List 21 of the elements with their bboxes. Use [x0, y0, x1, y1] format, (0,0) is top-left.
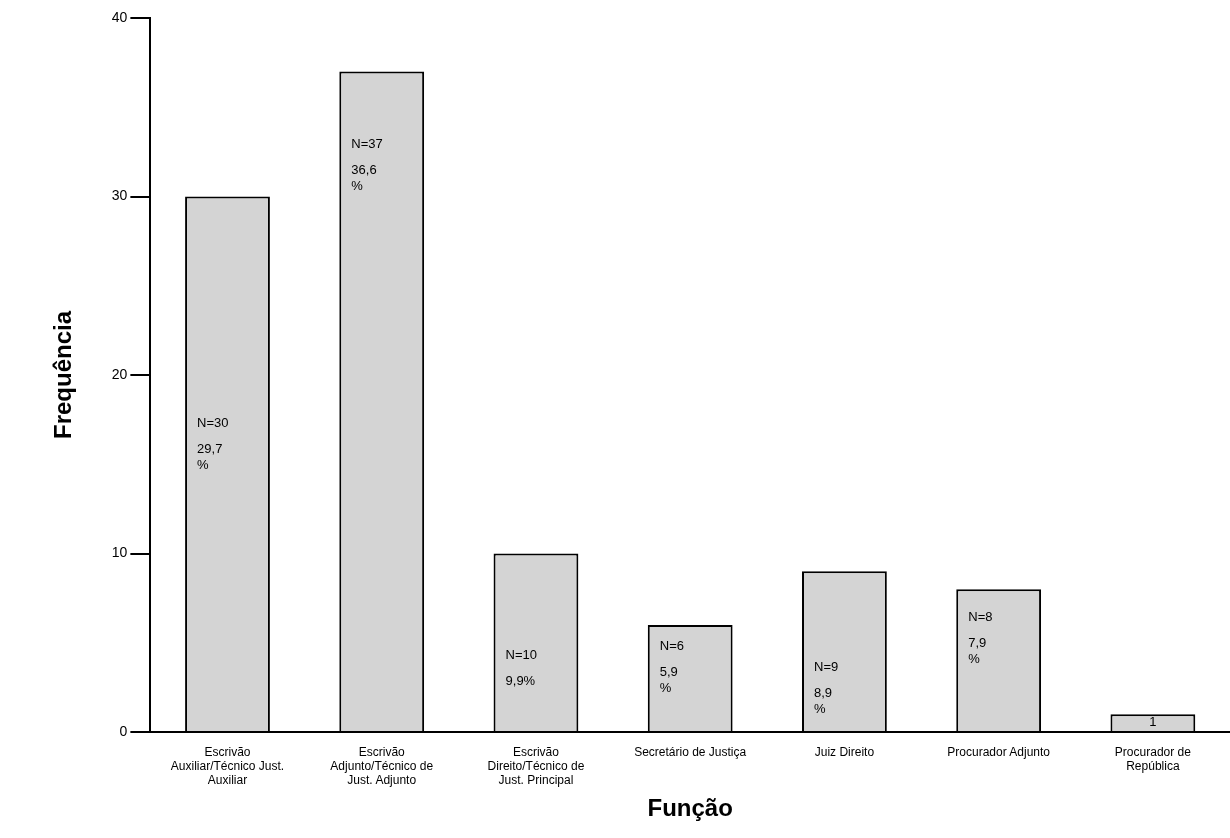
data-label: N=37 36,6 %: [351, 136, 383, 194]
y-tick-label: 10: [111, 544, 128, 561]
data-label: N=9 8,9 %: [814, 658, 839, 716]
y-axis-title: Frequência: [49, 310, 77, 440]
y-tick-label: 20: [111, 365, 128, 382]
x-axis-title: Função: [647, 794, 733, 822]
x-tick-label: Escrivão Direito/Técnico de Just. Principal: [487, 744, 585, 788]
x-tick-label: Escrivão Auxiliar/Técnico Just. Auxiliar: [170, 744, 285, 788]
data-label: N=30 29,7 %: [197, 415, 229, 473]
x-tick-label: Procurador de República: [1114, 744, 1192, 773]
data-label: N=10 9,9%: [505, 647, 537, 689]
y-tick-label: 30: [111, 187, 128, 204]
data-label: 1: [1149, 714, 1157, 730]
data-label: N=8 7,9 %: [968, 609, 993, 667]
data-label: N=6 5,9 %: [659, 637, 684, 695]
y-tick-label: 0: [119, 722, 128, 739]
x-tick-label: Secretário de Justiça: [634, 744, 747, 759]
x-tick-label: Juiz Direito: [814, 744, 875, 759]
x-tick-label: Procurador Adjunto: [947, 744, 1051, 759]
x-tick-label: Escrivão Adjunto/Técnico de Just. Adjunto: [330, 744, 434, 788]
y-tick-label: 40: [111, 8, 128, 25]
